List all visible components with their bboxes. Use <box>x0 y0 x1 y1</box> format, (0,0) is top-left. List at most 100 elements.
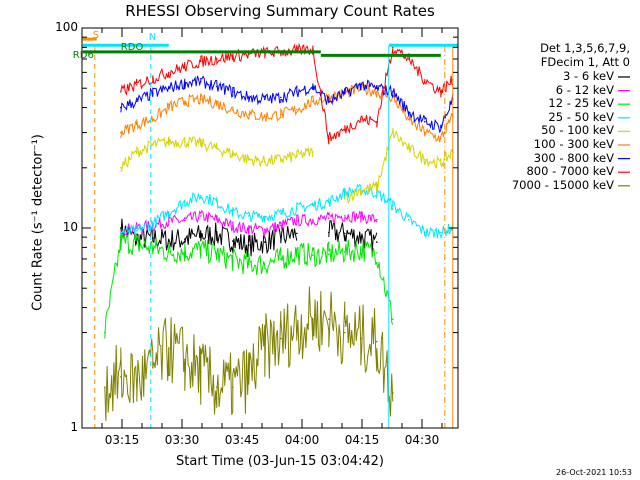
data-point <box>440 126 442 128</box>
data-point <box>424 120 426 123</box>
data-point <box>312 48 314 51</box>
data-point <box>376 186 378 188</box>
data-point <box>168 71 170 74</box>
data-point <box>376 241 378 243</box>
data-point <box>120 231 122 234</box>
data-point <box>296 219 298 222</box>
legend-entry: 12 - 25 keV <box>548 96 614 111</box>
legend-entry: 300 - 800 keV <box>533 150 614 165</box>
data-point <box>184 201 186 203</box>
x-tick-label: 04:00 <box>284 433 320 447</box>
data-point <box>168 251 170 253</box>
series-100-300-keV <box>120 81 454 143</box>
data-point <box>296 326 298 328</box>
data-point <box>184 358 186 361</box>
data-point <box>120 241 122 243</box>
data-point <box>408 147 410 150</box>
data-point <box>248 263 250 265</box>
series-line <box>120 75 454 134</box>
data-point <box>216 58 218 60</box>
data-point <box>424 231 426 234</box>
data-point <box>152 223 154 225</box>
data-point <box>120 376 122 378</box>
data-point <box>120 106 122 109</box>
data-point <box>264 229 266 231</box>
data-point <box>280 113 282 116</box>
data-point <box>312 100 314 103</box>
data-point <box>152 77 154 80</box>
data-point <box>184 251 186 253</box>
data-point <box>120 91 122 93</box>
data-point <box>200 371 202 374</box>
data-point <box>216 253 218 255</box>
series-line <box>120 218 378 257</box>
series-line <box>104 233 394 339</box>
data-point <box>344 331 346 334</box>
data-point <box>360 118 362 120</box>
data-point <box>392 131 394 134</box>
series-50-100-keV <box>120 127 454 205</box>
data-point <box>408 58 410 60</box>
data-point <box>408 218 410 221</box>
series-3-6-keV <box>120 218 378 257</box>
data-point <box>232 109 234 111</box>
data-point <box>328 137 330 140</box>
data-point <box>264 347 266 350</box>
data-point <box>296 207 298 210</box>
data-point <box>232 225 234 228</box>
series-800-7000-keV <box>120 42 454 145</box>
series-line <box>104 286 394 421</box>
data-point <box>184 100 186 103</box>
data-point <box>136 381 138 383</box>
data-point <box>216 85 218 88</box>
data-point <box>264 115 266 118</box>
legend-entry: 25 - 50 keV <box>548 109 614 124</box>
data-point <box>328 231 330 234</box>
flag-bars <box>82 37 458 57</box>
data-point <box>264 241 266 243</box>
data-point <box>184 82 186 84</box>
data-point <box>248 228 250 230</box>
data-point <box>184 140 186 143</box>
x-tick-label: 04:30 <box>404 433 440 447</box>
data-point <box>248 96 250 99</box>
data-point <box>120 131 122 134</box>
data-point <box>280 212 282 215</box>
data-point <box>376 91 378 93</box>
x-tick-label: 04:15 <box>344 433 380 447</box>
data-point <box>168 347 170 350</box>
data-point <box>424 158 426 161</box>
data-point <box>280 224 282 227</box>
data-point <box>232 386 234 389</box>
data-point <box>344 128 346 131</box>
marker-label: RD6 <box>72 50 94 62</box>
data-point <box>120 167 122 169</box>
data-point <box>312 85 314 88</box>
data-point <box>280 337 282 340</box>
data-point <box>312 204 314 206</box>
legend-entry: 3 - 6 keV <box>563 69 614 83</box>
data-point <box>232 211 234 213</box>
data-point <box>392 392 394 394</box>
series-line <box>120 81 454 143</box>
data-point <box>376 252 378 254</box>
data-point <box>344 215 346 217</box>
data-point <box>264 98 266 101</box>
data-point <box>216 386 218 389</box>
data-point <box>168 140 170 143</box>
x-axis-ticks <box>81 28 443 428</box>
data-point <box>296 91 298 93</box>
data-point <box>424 79 426 81</box>
data-point <box>376 218 378 221</box>
series-line <box>120 42 453 145</box>
data-point <box>248 158 250 161</box>
data-point <box>264 160 266 163</box>
data-point <box>136 151 138 153</box>
data-point <box>264 215 266 218</box>
data-point <box>168 239 170 241</box>
x-tick-label: 03:15 <box>104 433 140 447</box>
data-point <box>360 337 362 340</box>
data-point <box>248 215 250 217</box>
data-point <box>360 236 362 238</box>
